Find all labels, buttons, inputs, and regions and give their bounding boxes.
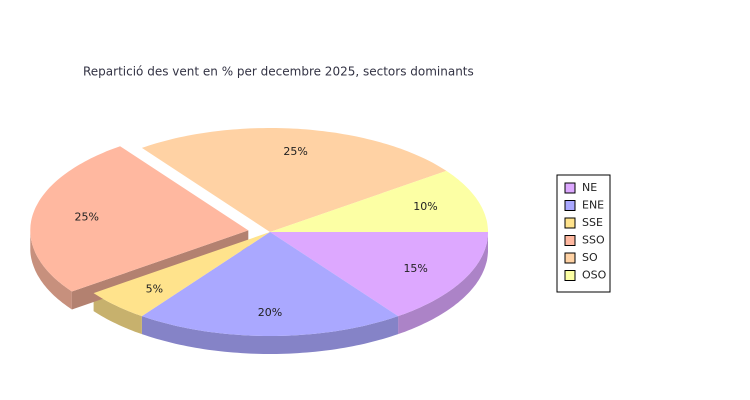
data-label: 15% — [403, 262, 427, 275]
data-label: 5% — [146, 282, 163, 295]
legend-label: SSO — [582, 234, 605, 247]
slice — [30, 146, 249, 292]
pie-tops — [30, 128, 488, 336]
data-label: 25% — [75, 211, 99, 224]
legend-swatch — [564, 235, 576, 246]
slice — [141, 128, 447, 232]
legend: NE ENE SSE SSO SO OSO — [556, 174, 611, 293]
legend-label: ENE — [582, 199, 604, 212]
slice-side — [398, 232, 488, 335]
legend-swatch — [564, 217, 576, 229]
slice — [270, 232, 488, 317]
slice-side — [30, 230, 72, 310]
slice-side — [141, 316, 399, 354]
chart-title: Repartició des vent en % per decembre 20… — [83, 65, 474, 79]
slice — [270, 170, 488, 232]
pie-labels: 15% 20% 5% 25% 25% 10% — [75, 145, 438, 319]
legend-swatch — [564, 252, 576, 264]
legend-label: NE — [582, 181, 597, 194]
legend-label: SO — [582, 251, 598, 264]
slice — [93, 232, 270, 317]
legend-label: OSO — [582, 269, 607, 282]
data-label: 10% — [413, 200, 437, 213]
slice-side — [93, 293, 142, 335]
legend-swatch — [564, 270, 576, 281]
data-label: 20% — [258, 306, 282, 319]
legend-swatch — [564, 200, 576, 211]
slice — [141, 232, 399, 336]
legend-swatch — [564, 182, 576, 194]
data-label: 25% — [283, 145, 307, 158]
legend-label: SSE — [582, 216, 603, 229]
